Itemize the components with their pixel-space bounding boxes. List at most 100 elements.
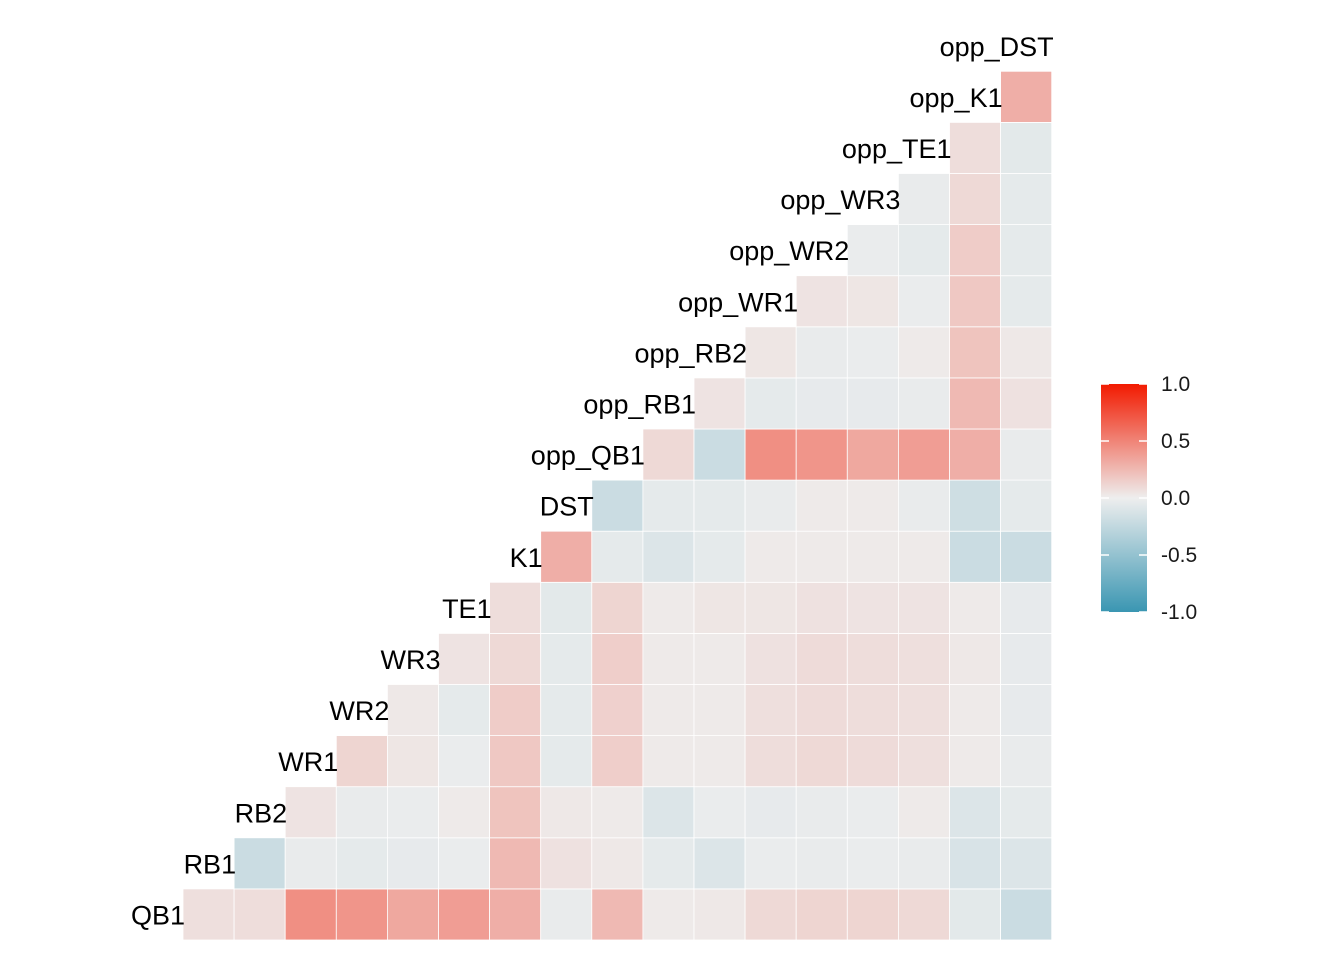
heatmap-cell-WR1-opp_QB1	[591, 735, 644, 788]
heatmap-cell-WR1-DST	[540, 735, 593, 788]
heatmap-cell-opp_WR1-opp_TE1	[898, 275, 950, 328]
variable-label-RB1: RB1	[184, 849, 237, 879]
heatmap-cell-K1-opp_RB1	[642, 530, 695, 583]
heatmap-cell-opp_K1-opp_DST	[1000, 70, 1053, 123]
heatmap-cell-RB2-opp_RB2	[693, 786, 746, 839]
heatmap-cell-RB1-opp_WR1	[744, 837, 797, 890]
variable-label-WR1: WR1	[278, 747, 338, 777]
heatmap-cell-QB1-RB2	[233, 888, 286, 941]
heatmap-cell-RB2-opp_TE1	[898, 786, 950, 839]
heatmap-cell-WR3-opp_WR1	[744, 633, 797, 685]
variable-label-DST: DST	[540, 492, 594, 522]
heatmap-cell-TE1-opp_RB1	[642, 581, 695, 634]
heatmap-cell-RB1-WR2	[335, 837, 388, 890]
heatmap-cell-WR1-K1	[489, 735, 542, 788]
heatmap-cell-RB1-RB2	[233, 837, 286, 890]
heatmap-cell-QB1-opp_WR2	[795, 888, 848, 941]
heatmap-cell-opp_TE1-opp_DST	[1000, 122, 1053, 174]
heatmap-cell-TE1-opp_DST	[1000, 581, 1053, 634]
heatmap-cell-RB2-opp_DST	[1000, 786, 1053, 839]
heatmap-cell-opp_RB2-opp_DST	[1000, 326, 1053, 379]
heatmap-cell-DST-opp_TE1	[898, 479, 950, 532]
heatmap-cell-RB2-TE1	[438, 786, 490, 839]
heatmap-cell-opp_RB1-opp_WR2	[795, 377, 848, 430]
heatmap-cell-DST-opp_WR2	[795, 479, 848, 532]
heatmap-cell-WR3-opp_WR2	[795, 633, 848, 685]
heatmap-cell-WR2-opp_WR1	[744, 684, 797, 736]
heatmap-cell-TE1-opp_RB2	[693, 581, 746, 634]
heatmap-cell-WR1-opp_WR2	[795, 735, 848, 788]
color-legend: 1.0 0.5 0.0 -0.5 -1.0	[1101, 373, 1197, 624]
heatmap-cell-WR1-opp_WR3	[846, 735, 899, 788]
legend-tick-label: 1.0	[1161, 373, 1190, 396]
heatmap-cell-RB1-WR3	[386, 837, 439, 890]
heatmap-cell-opp_QB1-opp_RB2	[693, 428, 746, 481]
heatmap-cell-opp_WR1-opp_WR2	[795, 275, 848, 328]
heatmap-cell-opp_WR2-opp_WR3	[846, 224, 899, 277]
legend-tick-label: 0.0	[1161, 487, 1190, 510]
heatmap-cell-RB1-opp_QB1	[591, 837, 644, 890]
heatmap-cell-RB1-opp_RB2	[693, 837, 746, 890]
legend-tick-label: 0.5	[1161, 430, 1190, 453]
heatmap-cell-QB1-TE1	[438, 888, 490, 941]
heatmap-cell-WR3-opp_TE1	[898, 633, 950, 685]
heatmap-cell-K1-opp_WR2	[795, 530, 848, 583]
heatmap-cell-RB1-WR1	[284, 837, 337, 890]
heatmap-cell-RB2-WR1	[284, 786, 337, 839]
heatmap-cell-QB1-opp_WR1	[744, 888, 797, 941]
heatmap-cell-opp_QB1-opp_DST	[1000, 428, 1053, 481]
heatmap-cell-opp_RB1-opp_RB2	[693, 377, 746, 430]
heatmap-cell-RB2-opp_K1	[949, 786, 1001, 839]
heatmap-cell-WR2-opp_TE1	[898, 684, 950, 736]
heatmap-cell-K1-opp_WR1	[744, 530, 797, 583]
variable-label-K1: K1	[510, 543, 543, 573]
heatmap-cell-K1-opp_DST	[1000, 530, 1053, 583]
heatmap-cell-K1-opp_QB1	[591, 530, 644, 583]
heatmap-cell-WR2-opp_WR2	[795, 684, 848, 736]
heatmap-cell-K1-opp_RB2	[693, 530, 746, 583]
legend-tick-label: -1.0	[1161, 601, 1197, 624]
heatmap-cell-opp_QB1-opp_WR3	[846, 428, 899, 481]
heatmap-cell-opp_RB1-opp_K1	[949, 377, 1001, 430]
heatmap-cell-WR1-opp_WR1	[744, 735, 797, 788]
heatmap-cell-opp_RB1-opp_WR1	[744, 377, 797, 430]
heatmap-cell-RB2-opp_RB1	[642, 786, 695, 839]
heatmap-cell-WR2-DST	[540, 684, 593, 736]
heatmap-cell-opp_TE1-opp_K1	[949, 122, 1001, 174]
heatmap-cell-opp_WR3-opp_K1	[949, 173, 1001, 225]
heatmap-cell-DST-opp_K1	[949, 479, 1001, 532]
heatmap-cell-WR2-opp_RB2	[693, 684, 746, 736]
heatmap-cell-QB1-WR2	[335, 888, 388, 941]
heatmap-cell-WR2-opp_QB1	[591, 684, 644, 736]
heatmap-cell-WR1-opp_TE1	[898, 735, 950, 788]
heatmap-cell-opp_RB1-opp_TE1	[898, 377, 950, 430]
heatmap-cell-DST-opp_QB1	[591, 479, 644, 532]
variable-label-TE1: TE1	[442, 594, 492, 624]
heatmap-cell-RB2-WR2	[335, 786, 388, 839]
heatmap-cells	[182, 70, 1053, 941]
heatmap-cell-RB1-opp_WR2	[795, 837, 848, 890]
heatmap-cell-WR3-opp_DST	[1000, 633, 1053, 685]
heatmap-cell-DST-opp_DST	[1000, 479, 1053, 532]
heatmap-cell-QB1-opp_QB1	[591, 888, 644, 941]
heatmap-cell-opp_QB1-opp_TE1	[898, 428, 950, 481]
heatmap-cell-TE1-opp_K1	[949, 581, 1001, 634]
variable-label-opp_RB1: opp_RB1	[583, 389, 696, 419]
heatmap-cell-RB1-DST	[540, 837, 593, 890]
variable-label-opp_WR2: opp_WR2	[729, 236, 849, 266]
variable-label-opp_WR1: opp_WR1	[678, 287, 798, 317]
heatmap-cell-QB1-opp_WR3	[846, 888, 899, 941]
heatmap-cell-WR1-opp_RB1	[642, 735, 695, 788]
heatmap-cell-WR2-K1	[489, 684, 542, 736]
legend-ticks: 1.0 0.5 0.0 -0.5 -1.0	[1101, 373, 1197, 624]
heatmap-cell-WR2-opp_WR3	[846, 684, 899, 736]
heatmap-cell-opp_QB1-opp_WR2	[795, 428, 848, 481]
heatmap-cell-WR3-opp_RB2	[693, 633, 746, 685]
heatmap-cell-opp_RB1-opp_WR3	[846, 377, 899, 430]
heatmap-cell-RB2-opp_WR2	[795, 786, 848, 839]
heatmap-cell-RB2-opp_WR3	[846, 786, 899, 839]
heatmap-cell-RB1-opp_TE1	[898, 837, 950, 890]
variable-label-opp_TE1: opp_TE1	[842, 134, 952, 164]
heatmap-cell-QB1-K1	[489, 888, 542, 941]
